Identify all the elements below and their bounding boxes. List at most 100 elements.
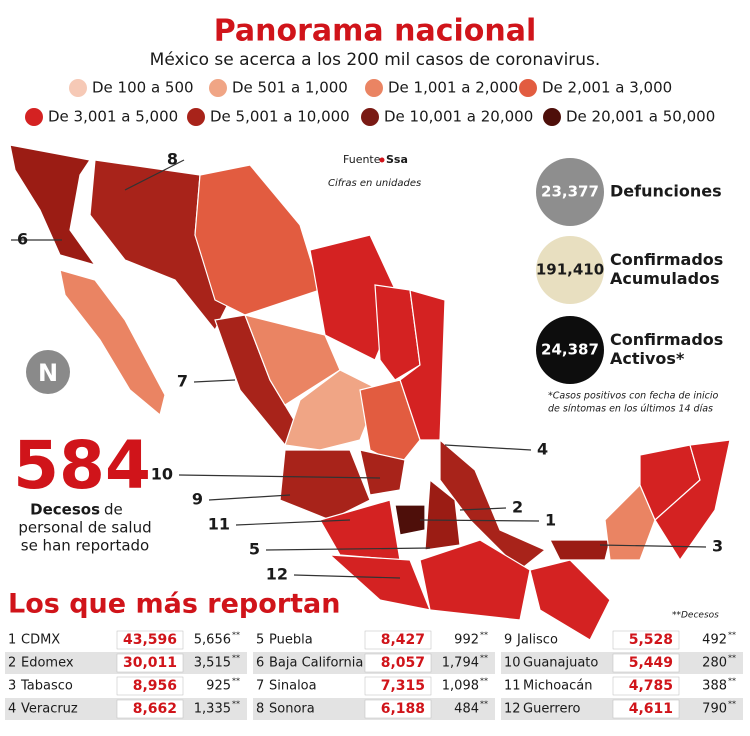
- cases-box: [116, 676, 184, 696]
- cases: 8,057: [381, 655, 425, 671]
- stats-note: *Casos positivos con fecha de inicio: [548, 391, 719, 402]
- cases-box: [364, 653, 432, 673]
- health-line2: personal de salud: [18, 519, 151, 537]
- callout-label: 6: [17, 230, 28, 249]
- deaths-marker: **: [480, 677, 488, 686]
- cases: 8,427: [381, 632, 425, 648]
- deaths-marker: **: [728, 700, 736, 709]
- region: [654, 439, 731, 562]
- cases: 5,528: [629, 632, 673, 648]
- subtitle: México se acerca a los 200 mil casos de …: [150, 50, 601, 70]
- region: [194, 164, 321, 316]
- deaths: 5,656: [194, 633, 231, 648]
- rank: 6: [256, 656, 264, 671]
- stat-value: 23,377: [541, 183, 599, 201]
- map: [9, 144, 731, 641]
- callout-label: 11: [208, 515, 230, 534]
- cases: 8,956: [133, 678, 177, 694]
- cases: 4,785: [629, 678, 673, 694]
- deaths: 3,515: [194, 656, 231, 671]
- table-title: Los que más reportan: [8, 589, 340, 620]
- state: Sinaloa: [269, 679, 317, 694]
- state: Edomex: [21, 656, 74, 671]
- region: [59, 269, 166, 417]
- deaths-marker: **: [480, 700, 488, 709]
- deaths-marker: **: [232, 677, 240, 686]
- deaths: 1,098: [442, 679, 479, 694]
- region: [394, 504, 426, 536]
- region: [374, 284, 421, 381]
- deaths-marker: **: [728, 654, 736, 663]
- cases-box: [116, 699, 184, 719]
- legend-swatch: [519, 79, 537, 97]
- callout-label: 4: [537, 440, 548, 459]
- rank: 10: [504, 656, 521, 671]
- deaths: 992: [454, 633, 479, 648]
- callout-line: [235, 519, 351, 526]
- region: [359, 379, 421, 466]
- callout-label: 2: [512, 498, 523, 517]
- legend-label: De 100 a 500: [92, 79, 194, 97]
- legend-label: De 5,001 a 10,000: [210, 108, 350, 126]
- health-line3: se han reportado: [21, 537, 150, 555]
- deaths: 925: [206, 679, 231, 694]
- state: Baja California: [269, 656, 363, 671]
- deaths-marker: **: [232, 654, 240, 663]
- callout-line: [444, 444, 532, 451]
- legend-label: De 20,001 a 50,000: [566, 108, 715, 126]
- deaths: 790: [702, 702, 727, 717]
- deaths-marker: **: [232, 631, 240, 640]
- rank: 2: [8, 656, 16, 671]
- state: Sonora: [269, 702, 315, 717]
- cases-box: [364, 630, 432, 650]
- legend-swatch: [69, 79, 87, 97]
- region: [328, 554, 431, 611]
- legend-label: De 3,001 a 5,000: [48, 108, 178, 126]
- rank: 1: [8, 633, 16, 648]
- callout-line: [193, 379, 236, 383]
- deaths: 1,335: [194, 702, 231, 717]
- title: Panorama nacional: [214, 14, 537, 49]
- source-prefix: Fuente: [343, 153, 381, 166]
- legend-label: De 501 a 1,000: [232, 79, 348, 97]
- state: Tabasco: [20, 679, 73, 694]
- region: [529, 559, 611, 641]
- cases: 7,315: [381, 678, 425, 694]
- region: [244, 314, 341, 406]
- stat-label: Defunciones: [610, 182, 722, 201]
- legend-label: De 1,001 a 2,000: [388, 79, 518, 97]
- legend-swatch: [187, 108, 205, 126]
- stat-label: Confirmados Activos*: [610, 330, 723, 368]
- callout-line: [208, 494, 291, 501]
- legend-swatch: [365, 79, 383, 97]
- state: Guerrero: [523, 702, 581, 717]
- cases: 4,611: [629, 701, 673, 717]
- source-name: Ssa: [386, 153, 408, 166]
- deaths: 280: [702, 656, 727, 671]
- stats-note: de síntomas en los últimos 14 días: [548, 404, 713, 415]
- stat-value: 191,410: [536, 261, 604, 279]
- deaths: 1,794: [442, 656, 479, 671]
- callout-line: [293, 574, 401, 579]
- deaths-marker: **: [728, 677, 736, 686]
- deaths: 492: [702, 633, 727, 648]
- source-note: Cifras en unidades: [328, 178, 421, 189]
- rank: 8: [256, 702, 264, 717]
- rank: 12: [504, 702, 521, 717]
- deaths: 484: [454, 702, 479, 717]
- source-dot: [379, 157, 385, 163]
- rank: 3: [8, 679, 16, 694]
- stat-circle: [536, 236, 604, 304]
- callout-label: 7: [177, 372, 188, 391]
- callout-line: [124, 159, 185, 191]
- cases: 43,596: [123, 632, 177, 648]
- region: [439, 438, 547, 571]
- region: [284, 369, 381, 451]
- callout-label: 10: [151, 465, 173, 484]
- region: [604, 483, 656, 561]
- stat-label: Confirmados Acumulados: [610, 250, 723, 288]
- deaths-marker: **: [480, 631, 488, 640]
- legend-swatch: [25, 108, 43, 126]
- cases-box: [364, 676, 432, 696]
